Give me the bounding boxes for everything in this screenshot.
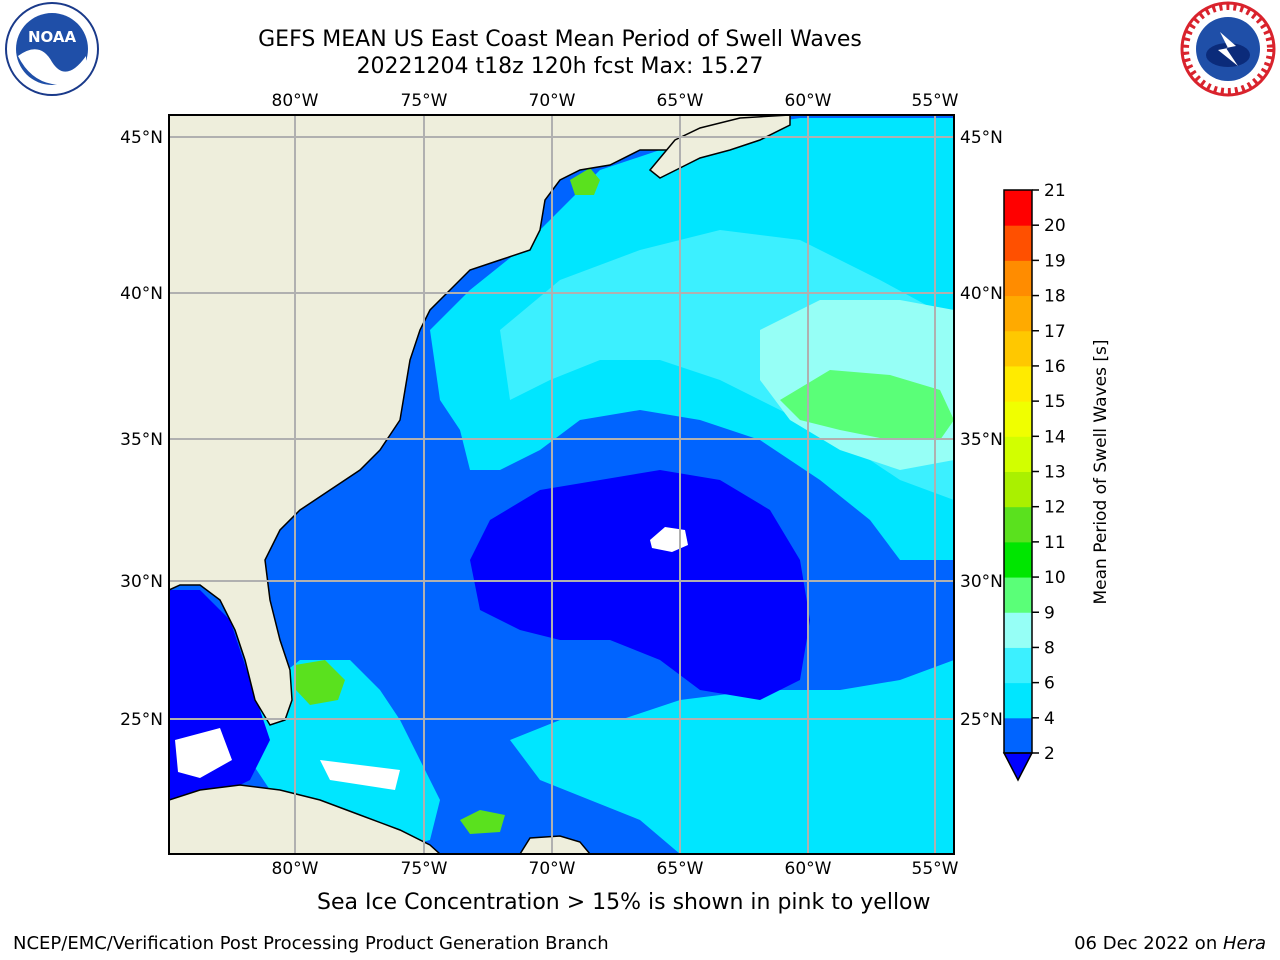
colorbar-tick-label: 18 bbox=[1044, 287, 1066, 307]
latitude-label: 25°N bbox=[120, 710, 163, 730]
colorbar-label: Mean Period of Swell Waves [s] bbox=[1091, 340, 1111, 605]
longitude-labels-bottom: 80°W 75°W 70°W 65°W 60°W 55°W bbox=[272, 859, 959, 879]
colorbar-segment bbox=[1004, 541, 1032, 578]
latitude-label: 30°N bbox=[960, 572, 1003, 592]
colorbar-segment bbox=[1004, 401, 1032, 437]
latitude-label: 40°N bbox=[120, 284, 163, 304]
credit-date: 06 Dec 2022 on Hera bbox=[1074, 933, 1266, 954]
period-zone-4-6-south bbox=[510, 660, 954, 854]
colorbar-tick-label: 4 bbox=[1044, 709, 1055, 729]
colorbar-segment bbox=[1004, 577, 1032, 613]
longitude-label: 70°W bbox=[529, 91, 576, 111]
colorbar-segment bbox=[1004, 225, 1032, 261]
colorbar-extend-arrow bbox=[1002, 752, 1034, 782]
latitude-label: 40°N bbox=[960, 284, 1003, 304]
colorbar-segment bbox=[1004, 506, 1032, 543]
colorbar-tick-label: 2 bbox=[1044, 744, 1055, 764]
longitude-label: 55°W bbox=[912, 859, 959, 879]
period-zone-below-2-central bbox=[470, 470, 810, 700]
sea-ice-footnote: Sea Ice Concentration > 15% is shown in … bbox=[317, 890, 931, 915]
missing-data-gulf bbox=[175, 728, 232, 778]
colorbar-tick-label: 6 bbox=[1044, 674, 1055, 694]
chart-subtitle: 20221204 t18z 120h fcst Max: 15.27 bbox=[356, 54, 764, 79]
latitude-labels-left: 45°N 40°N 35°N 30°N 25°N bbox=[120, 128, 163, 730]
latitude-label: 30°N bbox=[120, 572, 163, 592]
colorbar-segment bbox=[1004, 436, 1032, 472]
colorbar-tick-label: 8 bbox=[1044, 638, 1055, 658]
colorbar-tick-label: 16 bbox=[1044, 357, 1066, 377]
longitude-label: 80°W bbox=[272, 859, 319, 879]
colorbar-segment bbox=[1004, 471, 1032, 508]
latitude-label: 25°N bbox=[960, 710, 1003, 730]
missing-data-patch bbox=[650, 527, 688, 552]
longitude-label: 80°W bbox=[272, 91, 319, 111]
colorbar-tick-label: 9 bbox=[1044, 603, 1055, 623]
colorbar-tick-label: 10 bbox=[1044, 568, 1066, 588]
longitude-labels-top: 80°W 75°W 70°W 65°W 60°W 55°W bbox=[272, 91, 959, 111]
colorbar-segment bbox=[1004, 190, 1032, 226]
colorbar-tick-label: 20 bbox=[1044, 216, 1066, 236]
colorbar-tick-label: 17 bbox=[1044, 322, 1066, 342]
map-frame bbox=[168, 114, 955, 855]
chart-title: GEFS MEAN US East Coast Mean Period of S… bbox=[258, 27, 862, 52]
period-zone-9-10-east bbox=[780, 370, 954, 440]
colorbar: 2 4 6 8 9 10 11 12 13 14 15 16 17 18 19 20 21 bbox=[1002, 181, 1066, 782]
colorbar-segment bbox=[1004, 717, 1032, 754]
longitude-label: 60°W bbox=[785, 91, 832, 111]
colorbar-segment bbox=[1004, 330, 1032, 367]
latitude-label: 35°N bbox=[120, 430, 163, 450]
longitude-label: 65°W bbox=[657, 859, 704, 879]
latitude-label: 35°N bbox=[960, 430, 1003, 450]
colorbar-segment bbox=[1004, 365, 1032, 402]
credit-date-text: 06 Dec 2022 on bbox=[1074, 933, 1223, 954]
svg-text:NOAA: NOAA bbox=[28, 28, 77, 46]
period-zone-bahamas-green bbox=[295, 660, 345, 705]
nws-logo bbox=[1180, 1, 1276, 97]
period-zone-10-11-gulf-of-maine bbox=[570, 168, 600, 195]
colorbar-tick-label: 15 bbox=[1044, 392, 1066, 412]
colorbar-tick-label: 14 bbox=[1044, 427, 1066, 447]
period-zone-caribbean-green bbox=[460, 810, 505, 834]
latitude-labels-right: 45°N 40°N 35°N 30°N 25°N bbox=[960, 128, 1003, 730]
noaa-logo: NOAA bbox=[5, 2, 99, 96]
map-gridlines bbox=[169, 115, 954, 854]
longitude-label: 75°W bbox=[401, 91, 448, 111]
colorbar-tick-label: 11 bbox=[1044, 533, 1066, 553]
credit-organization: NCEP/EMC/Verification Post Processing Pr… bbox=[13, 933, 609, 954]
colorbar-tick-label: 13 bbox=[1044, 463, 1066, 483]
colorbar-tick-label: 12 bbox=[1044, 498, 1066, 518]
colorbar-segment bbox=[1004, 682, 1032, 719]
longitude-label: 60°W bbox=[785, 859, 832, 879]
missing-data-caribbean bbox=[320, 760, 400, 790]
colorbar-segment bbox=[1004, 612, 1032, 648]
latitude-label: 45°N bbox=[960, 128, 1003, 148]
colorbar-segment bbox=[1004, 647, 1032, 684]
land-hispaniola bbox=[519, 835, 591, 854]
longitude-label: 70°W bbox=[529, 859, 576, 879]
map-plot-area bbox=[169, 115, 954, 854]
colorbar-segment bbox=[1004, 295, 1032, 332]
colorbar-tick-label: 19 bbox=[1044, 251, 1066, 271]
colorbar-tick-label: 21 bbox=[1044, 181, 1066, 201]
latitude-label: 45°N bbox=[120, 128, 163, 148]
land-nova-scotia bbox=[648, 115, 791, 179]
land-cuba bbox=[169, 784, 442, 854]
credit-host: Hera bbox=[1222, 933, 1266, 954]
longitude-label: 55°W bbox=[912, 91, 959, 111]
colorbar-segment bbox=[1004, 260, 1032, 297]
longitude-label: 75°W bbox=[401, 859, 448, 879]
land-north-america bbox=[169, 115, 782, 726]
longitude-label: 65°W bbox=[657, 91, 704, 111]
